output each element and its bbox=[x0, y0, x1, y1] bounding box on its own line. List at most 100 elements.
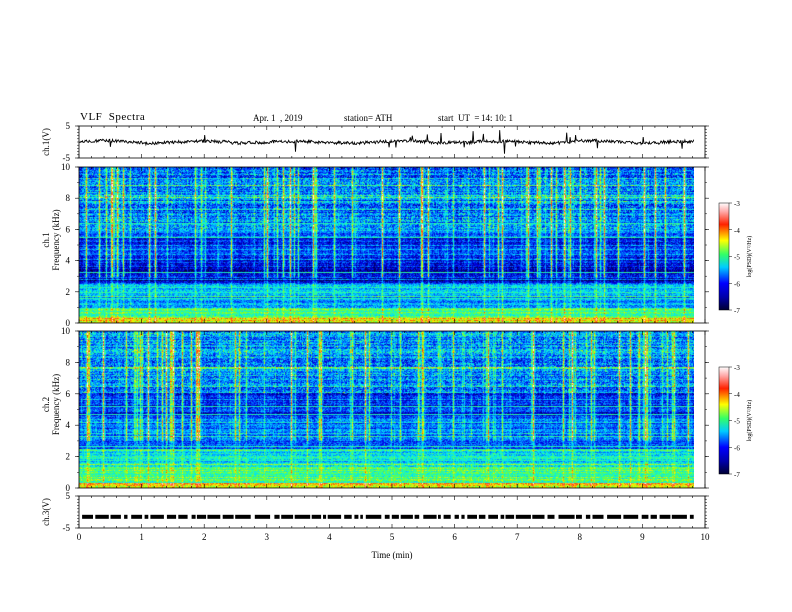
ch3-pulse-segment bbox=[311, 514, 322, 519]
ch3-pulse-segment bbox=[623, 514, 639, 519]
ch3-pulse-segment bbox=[576, 514, 582, 519]
colorbar-tick-label: -3 bbox=[734, 200, 740, 208]
x-tick-label: 2 bbox=[202, 532, 207, 542]
ch1-waveform-trace bbox=[78, 130, 695, 154]
ch3-pulse-segment bbox=[82, 514, 93, 519]
ch3-pulse-segment bbox=[443, 514, 451, 519]
colorbar-tick-label: -4 bbox=[734, 391, 740, 399]
spectrogram-ch2-image bbox=[79, 331, 694, 488]
ch3-pulse-segment bbox=[505, 514, 515, 519]
y-axis-label-line: Frequency (kHz) bbox=[51, 374, 61, 435]
colorbar-tick-label: -5 bbox=[734, 254, 740, 262]
ch3-pulse-segment bbox=[585, 514, 591, 519]
ch3-waveform-frame bbox=[78, 495, 706, 529]
ch1-colorbar bbox=[718, 202, 730, 311]
x-tick-label: 1 bbox=[139, 532, 144, 542]
ch2-colorbar-label: log(PSD)(V²/Hz) bbox=[746, 400, 753, 441]
y-tick-label: 2 bbox=[66, 452, 71, 462]
ch3-pulse-segment bbox=[222, 514, 234, 519]
x-tick-label: 8 bbox=[578, 532, 583, 542]
colorbar-tick-label: -6 bbox=[734, 444, 740, 452]
y-axis-label-line: ch.3(V) bbox=[41, 498, 51, 526]
ch3-pulse-segment bbox=[95, 514, 109, 519]
ch3-pulse-segment bbox=[547, 514, 555, 519]
ch3-pulse-segment bbox=[607, 514, 622, 519]
ch2-y-axis-label: ch.2Frequency (kHz) bbox=[41, 374, 61, 435]
ch3-pulse-segment bbox=[659, 514, 671, 519]
ch3-pulse-segment bbox=[294, 514, 311, 519]
y-tick-label: -5 bbox=[63, 523, 71, 533]
ch3-pulse-segment bbox=[478, 514, 486, 519]
ch3-pulse-segment bbox=[196, 514, 207, 519]
y-tick-label: 5 bbox=[66, 121, 71, 131]
ch3-pulse-segment bbox=[166, 514, 177, 519]
ch3-pulse-segment bbox=[454, 514, 459, 519]
x-tick-label: 0 bbox=[77, 532, 82, 542]
ch3-pulse-segment bbox=[274, 514, 280, 519]
ch1-y-axis-label: ch.1(V) bbox=[41, 128, 51, 156]
ch3-pulse-segment bbox=[178, 514, 188, 519]
ch3-pulse-segment bbox=[144, 514, 149, 519]
ch3-pulse-segment bbox=[191, 514, 196, 519]
ch3-pulse-segment bbox=[323, 514, 327, 519]
y-tick-label: -5 bbox=[63, 153, 71, 163]
y-tick-label: 4 bbox=[66, 420, 71, 430]
x-tick-label: 6 bbox=[452, 532, 457, 542]
x-tick-label: 4 bbox=[327, 532, 332, 542]
ch3-pulse-segment bbox=[131, 514, 143, 519]
y-tick-label: 8 bbox=[66, 193, 71, 203]
ch3-pulse-segment bbox=[207, 514, 221, 519]
ch3-pulse-segment bbox=[488, 514, 498, 519]
y-tick-label: 10 bbox=[61, 162, 71, 172]
y-tick-label: 2 bbox=[66, 287, 71, 297]
ch3-pulse-segment bbox=[365, 514, 382, 519]
y-tick-label: 0 bbox=[66, 318, 71, 328]
ch3-pulse-segment bbox=[467, 514, 477, 519]
y-tick-label: 6 bbox=[66, 224, 71, 234]
ch3-pulse-segment bbox=[124, 514, 128, 519]
colorbar-tick-label: -6 bbox=[734, 280, 740, 288]
ch3-pulse-train bbox=[82, 514, 694, 519]
ch3-pulse-segment bbox=[641, 514, 649, 519]
ch3-pulse-segment bbox=[414, 514, 420, 519]
ch3-pulse-segment bbox=[327, 514, 342, 519]
ch3-pulse-segment bbox=[423, 514, 437, 519]
ch1-colorbar-label: log(PSD)(V²/Hz) bbox=[746, 236, 753, 277]
ch3-pulse-segment bbox=[254, 514, 271, 519]
y-tick-label: 4 bbox=[66, 256, 71, 266]
ch3-pulse-segment bbox=[532, 514, 545, 519]
chart-title: VLF Spectra bbox=[80, 111, 146, 123]
ch3-pulse-segment bbox=[391, 514, 399, 519]
y-tick-label: 0 bbox=[66, 483, 71, 493]
ch3-pulse-segment bbox=[650, 514, 657, 519]
x-tick-label: 7 bbox=[515, 532, 520, 542]
ch3-pulse-segment bbox=[384, 514, 390, 519]
ch2-colorbar bbox=[718, 366, 730, 475]
ch3-pulse-segment bbox=[150, 514, 164, 519]
y-tick-label: 6 bbox=[66, 389, 71, 399]
station-label: station= ATH bbox=[344, 113, 393, 123]
colorbar-tick-label: -7 bbox=[734, 307, 740, 315]
ch3-pulse-segment bbox=[592, 514, 604, 519]
y-axis-label-line: ch.1 bbox=[41, 232, 51, 247]
y-axis-label-line: Frequency (kHz) bbox=[51, 209, 61, 270]
ch3-y-axis-label: ch.3(V) bbox=[41, 498, 51, 526]
start-ut-label: start UT = bbox=[438, 113, 480, 123]
x-tick-label: 3 bbox=[265, 532, 270, 542]
ch3-pulse-segment bbox=[400, 514, 413, 519]
x-tick-label: 9 bbox=[640, 532, 645, 542]
ch3-pulse-segment bbox=[671, 514, 687, 519]
ch3-pulse-segment bbox=[515, 514, 531, 519]
y-tick-label: 10 bbox=[61, 326, 71, 336]
x-tick-label: 5 bbox=[390, 532, 395, 542]
ch3-pulse-segment bbox=[360, 514, 363, 519]
x-axis-label: Time (min) bbox=[372, 550, 413, 560]
x-tick-label: 10 bbox=[701, 532, 711, 542]
y-axis-label-line: ch.2 bbox=[41, 397, 51, 412]
colorbar-tick-label: -3 bbox=[734, 364, 740, 372]
ch3-pulse-segment bbox=[500, 514, 505, 519]
ch3-pulse-segment bbox=[344, 514, 352, 519]
y-tick-label: 5 bbox=[66, 491, 71, 501]
ch3-pulse-segment bbox=[354, 514, 359, 519]
